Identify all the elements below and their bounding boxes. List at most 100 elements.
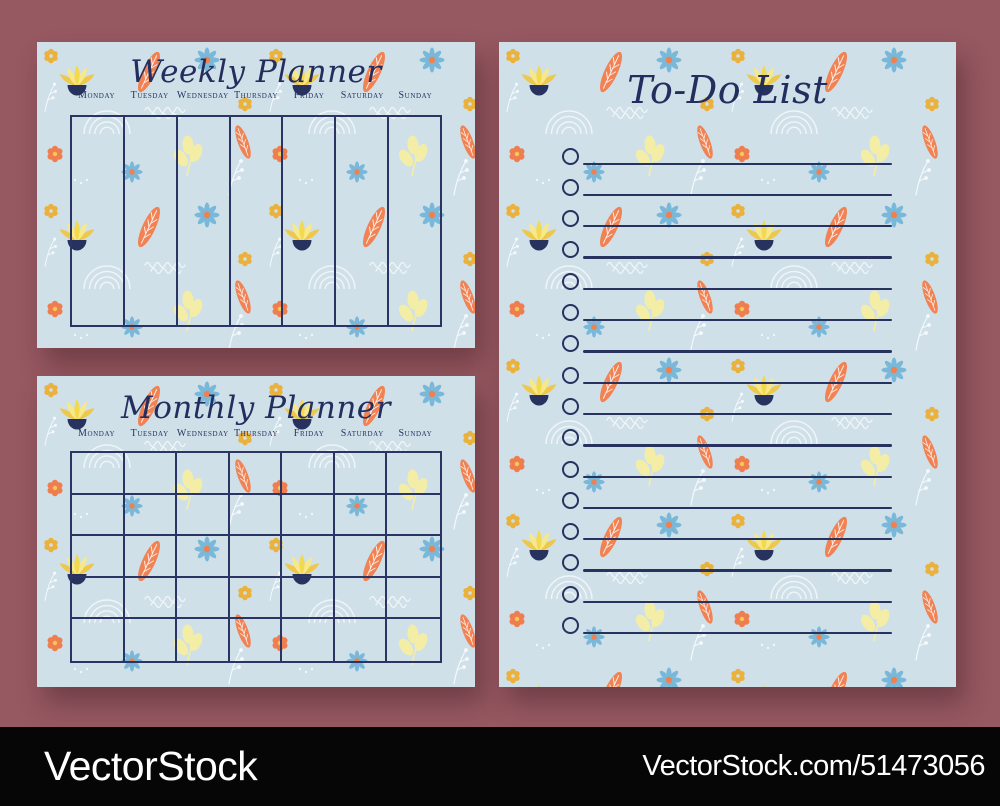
monthly-day-cell bbox=[282, 577, 335, 620]
monthly-day-cell bbox=[125, 619, 178, 661]
todo-entry-line bbox=[583, 381, 892, 384]
weekly-day-header-row: Monday Tuesday Wednesday Thursday Friday Satu… bbox=[70, 90, 442, 101]
weekly-planner-card: Weekly Planner Monday Tuesday Wednesday Thu… bbox=[37, 42, 475, 348]
monthly-day-cell bbox=[177, 494, 230, 537]
day-label: Saturday bbox=[340, 90, 384, 101]
monthly-day-cell bbox=[229, 453, 283, 495]
monthly-day-cell bbox=[177, 619, 230, 661]
monthly-day-cell bbox=[177, 536, 230, 578]
day-label: Tuesday bbox=[130, 428, 169, 439]
day-label: Monday bbox=[78, 90, 116, 101]
monthly-day-cell bbox=[387, 619, 440, 661]
todo-entry-line bbox=[583, 569, 892, 572]
weekly-day-column bbox=[125, 117, 178, 325]
weekly-day-column bbox=[178, 117, 231, 325]
monthly-day-cell bbox=[334, 494, 388, 537]
day-label: Thursday bbox=[233, 90, 279, 101]
todo-checkbox-circle bbox=[562, 554, 579, 572]
monthly-day-cell bbox=[124, 536, 178, 578]
todo-checkbox-circle bbox=[562, 585, 579, 603]
todo-entry-line bbox=[583, 632, 892, 635]
monthly-day-cell bbox=[282, 536, 335, 578]
monthly-day-cell bbox=[72, 453, 125, 495]
monthly-day-cell bbox=[124, 494, 178, 537]
monthly-day-cell bbox=[124, 453, 178, 495]
todo-list-title: To-Do List bbox=[627, 68, 828, 112]
weekly-pattern-background bbox=[37, 42, 475, 348]
day-label: Tuesday bbox=[130, 90, 169, 101]
monthly-day-cell bbox=[334, 453, 388, 495]
todo-entry-line bbox=[583, 319, 892, 322]
day-label: Sunday bbox=[398, 428, 433, 439]
todo-entry-line bbox=[583, 538, 892, 541]
todo-checkbox-circle bbox=[562, 335, 579, 353]
day-label: Wednesday bbox=[176, 90, 229, 101]
todo-checkbox-circle bbox=[562, 147, 579, 165]
weekly-day-column bbox=[389, 117, 440, 325]
todo-entry-line bbox=[583, 600, 892, 604]
weekly-day-column bbox=[72, 117, 125, 325]
monthly-day-cell bbox=[229, 536, 283, 578]
image-credit-url: VectorStock.com/51473056 bbox=[642, 750, 985, 782]
monthly-day-cell bbox=[230, 619, 283, 661]
monthly-planner-grid bbox=[70, 451, 442, 663]
monthly-day-cell bbox=[72, 577, 125, 620]
todo-checkbox-circle bbox=[562, 210, 579, 228]
day-label: Saturday bbox=[340, 428, 384, 439]
monthly-day-cell bbox=[282, 494, 335, 537]
vectorstock-logo: VectorStock bbox=[44, 743, 258, 789]
todo-entry-line bbox=[583, 256, 892, 259]
todo-checkbox-circle bbox=[562, 366, 579, 384]
monthly-planner-card: Monthly Planner Monday Tuesday Wednesday Th… bbox=[37, 376, 475, 687]
day-label: Friday bbox=[293, 90, 325, 101]
monthly-day-cell bbox=[72, 619, 125, 661]
todo-entry-line bbox=[583, 350, 892, 353]
monthly-planner-title: Monthly Planner bbox=[121, 390, 391, 426]
monthly-day-cell bbox=[387, 536, 440, 578]
weekly-day-column bbox=[283, 117, 337, 325]
todo-checkbox-circle bbox=[562, 304, 579, 321]
monthly-day-cell bbox=[177, 453, 230, 495]
monthly-day-cell bbox=[387, 578, 440, 620]
watermark-bar: VectorStock VectorStock.com/51473056 bbox=[0, 727, 1000, 806]
todo-entry-line bbox=[583, 506, 892, 510]
todo-checkbox-circle bbox=[562, 523, 579, 541]
todo-entry-line bbox=[583, 287, 892, 291]
todo-checkbox-circle bbox=[562, 241, 579, 259]
todo-checkbox-circle bbox=[562, 178, 579, 196]
monthly-day-cell bbox=[229, 577, 283, 620]
weekly-day-column bbox=[231, 117, 284, 325]
todo-checkbox-circle bbox=[562, 429, 579, 447]
day-label: Thursday bbox=[233, 428, 279, 439]
weekly-planner-title: Weekly Planner bbox=[130, 54, 382, 90]
monthly-day-cell bbox=[72, 494, 125, 537]
weekly-planner-grid bbox=[70, 115, 442, 327]
todo-entry-line bbox=[583, 225, 892, 228]
day-label: Friday bbox=[293, 428, 325, 439]
day-label: Sunday bbox=[398, 90, 433, 101]
monthly-day-header-row: Monday Tuesday Wednesday Thursday Friday Satu… bbox=[70, 428, 442, 439]
monthly-day-cell bbox=[124, 577, 178, 620]
monthly-day-cell bbox=[229, 494, 283, 537]
todo-checkbox-circle bbox=[562, 397, 579, 415]
monthly-pattern-background bbox=[37, 376, 475, 687]
todo-entry-line bbox=[583, 193, 892, 197]
day-label: Monday bbox=[78, 428, 116, 439]
todo-entry-line bbox=[583, 475, 892, 478]
todo-entry-line bbox=[583, 444, 892, 447]
todo-items-area bbox=[499, 42, 956, 687]
weekly-day-column bbox=[336, 117, 390, 325]
monthly-day-cell bbox=[282, 619, 335, 661]
todo-list-card: To-Do List bbox=[499, 42, 956, 687]
monthly-day-cell bbox=[387, 453, 440, 495]
monthly-day-cell bbox=[282, 453, 335, 495]
monthly-day-cell bbox=[387, 495, 440, 537]
monthly-day-cell bbox=[177, 577, 230, 620]
todo-entry-line bbox=[583, 412, 892, 416]
day-label: Wednesday bbox=[176, 428, 229, 439]
monthly-day-cell bbox=[72, 536, 125, 578]
monthly-day-cell bbox=[334, 577, 388, 620]
monthly-day-cell bbox=[335, 619, 388, 661]
todo-checkbox-circle bbox=[562, 272, 579, 290]
